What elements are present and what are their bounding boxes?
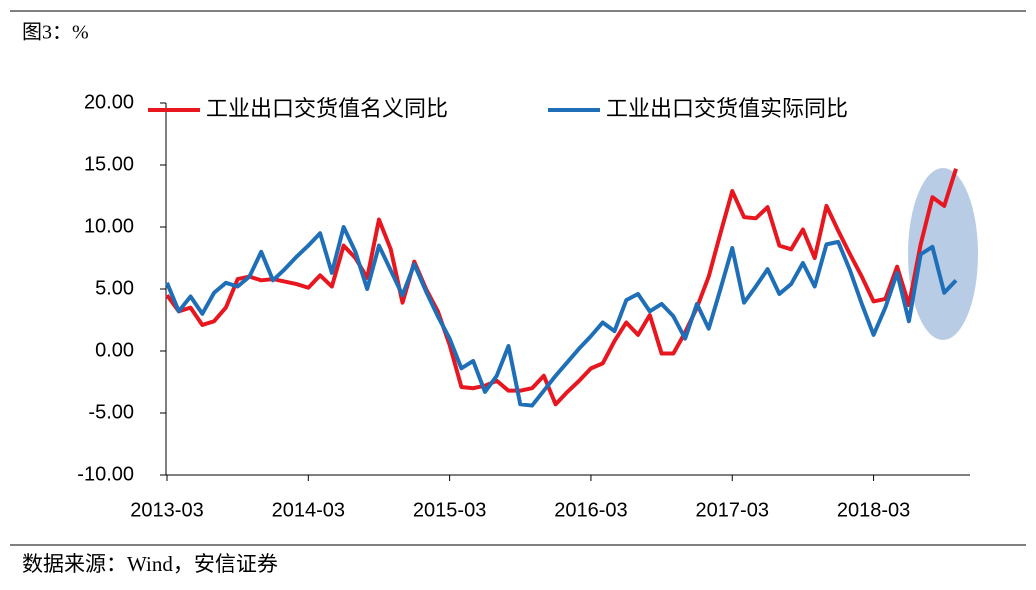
x-tick-label: 2014-03 <box>272 499 345 521</box>
x-tick-label: 2016-03 <box>554 499 627 521</box>
x-tick-label: 2017-03 <box>696 499 769 521</box>
footer: 数据来源：Wind，安信证券 <box>22 552 278 576</box>
x-tick-label: 2013-03 <box>130 499 203 521</box>
y-tick-label: 5.00 <box>95 277 134 299</box>
y-tick-label: 20.00 <box>84 91 134 113</box>
y-tick-label: 0.00 <box>95 339 134 361</box>
x-tick-label: 2015-03 <box>413 499 486 521</box>
x-tick-label: 2018-03 <box>837 499 910 521</box>
legend-label: 工业出口交货值名义同比 <box>206 97 448 122</box>
header: 图3：% <box>22 22 89 44</box>
y-tick-label: 10.00 <box>84 215 134 237</box>
series-line <box>165 168 958 407</box>
y-tick-label: -10.00 <box>77 463 134 485</box>
highlight-ellipse <box>908 168 978 340</box>
y-tick-label: -5.00 <box>88 401 134 423</box>
series-line <box>165 225 958 408</box>
legend-label: 工业出口交货值实际同比 <box>606 97 848 122</box>
y-tick-label: 15.00 <box>84 153 134 175</box>
